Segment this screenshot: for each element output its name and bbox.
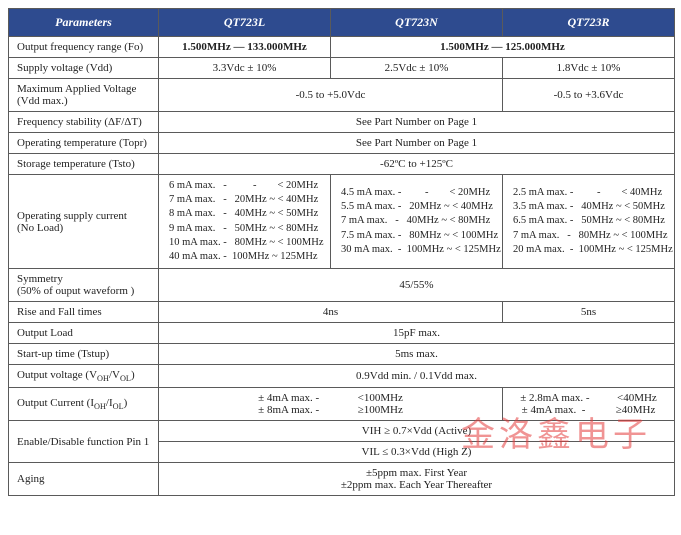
param-op-supply-current: Operating supply current (No Load) xyxy=(9,175,159,269)
val-op-supply-current-n: 4.5 mA max. - - < 20MHz 5.5 mA max. - 20… xyxy=(331,175,503,269)
val-enable-disable-top: VIH ≥ 0.7×Vdd (Active) xyxy=(159,421,675,442)
header-qt723r: QT723R xyxy=(503,9,675,37)
val-freq-stability: See Part Number on Page 1 xyxy=(159,112,675,133)
val-rise-fall-ln: 4ns xyxy=(159,302,503,323)
param-output-current: Output Current (IOH/IOL) xyxy=(9,388,159,421)
val-enable-disable-bot: VIL ≤ 0.3×Vdd (High Z) xyxy=(159,442,675,463)
param-supply-voltage: Supply voltage (Vdd) xyxy=(9,58,159,79)
param-output-load: Output Load xyxy=(9,323,159,344)
row-freq-range: Output frequency range (Fo) 1.500MHz — 1… xyxy=(9,37,675,58)
row-output-current: Output Current (IOH/IOL) ± 4mA max. - <1… xyxy=(9,388,675,421)
param-op-temp: Operating temperature (Topr) xyxy=(9,133,159,154)
val-output-load: 15pF max. xyxy=(159,323,675,344)
val-supply-voltage-n: 2.5Vdc ± 10% xyxy=(331,58,503,79)
row-symmetry: Symmetry (50% of ouput waveform ) 45/55% xyxy=(9,269,675,302)
param-startup: Start-up time (Tstup) xyxy=(9,344,159,365)
val-rise-fall-r: 5ns xyxy=(503,302,675,323)
row-supply-voltage: Supply voltage (Vdd) 3.3Vdc ± 10% 2.5Vdc… xyxy=(9,58,675,79)
row-output-voltage: Output voltage (VOH/VOL) 0.9Vdd min. / 0… xyxy=(9,365,675,388)
val-freq-range-nr: 1.500MHz — 125.000MHz xyxy=(331,37,675,58)
param-max-applied: Maximum Applied Voltage (Vdd max.) xyxy=(9,79,159,112)
val-op-supply-current-r: 2.5 mA max. - - < 40MHz 3.5 mA max. - 40… xyxy=(503,175,675,269)
header-row: Parameters QT723L QT723N QT723R xyxy=(9,9,675,37)
val-op-temp: See Part Number on Page 1 xyxy=(159,133,675,154)
param-symmetry: Symmetry (50% of ouput waveform ) xyxy=(9,269,159,302)
param-aging: Aging xyxy=(9,463,159,496)
val-max-applied-r: -0.5 to +3.6Vdc xyxy=(503,79,675,112)
val-aging: ±5ppm max. First Year ±2ppm max. Each Ye… xyxy=(159,463,675,496)
val-supply-voltage-r: 1.8Vdc ± 10% xyxy=(503,58,675,79)
val-startup: 5ms max. xyxy=(159,344,675,365)
row-output-load: Output Load 15pF max. xyxy=(9,323,675,344)
header-qt723l: QT723L xyxy=(159,9,331,37)
val-max-applied-ln: -0.5 to +5.0Vdc xyxy=(159,79,503,112)
val-op-supply-current-l: 6 mA max. - - < 20MHz 7 mA max. - 20MHz … xyxy=(159,175,331,269)
row-op-temp: Operating temperature (Topr) See Part Nu… xyxy=(9,133,675,154)
row-enable-disable-top: Enable/Disable function Pin 1 VIH ≥ 0.7×… xyxy=(9,421,675,442)
header-parameters: Parameters xyxy=(9,9,159,37)
param-enable-disable: Enable/Disable function Pin 1 xyxy=(9,421,159,463)
val-output-voltage: 0.9Vdd min. / 0.1Vdd max. xyxy=(159,365,675,388)
val-storage-temp: -62ºC to +125ºC xyxy=(159,154,675,175)
val-output-current-ln: ± 4mA max. - <100MHz ± 8mA max. - ≥100MH… xyxy=(159,388,503,421)
val-supply-voltage-l: 3.3Vdc ± 10% xyxy=(159,58,331,79)
param-freq-range: Output frequency range (Fo) xyxy=(9,37,159,58)
row-max-applied: Maximum Applied Voltage (Vdd max.) -0.5 … xyxy=(9,79,675,112)
row-op-supply-current: Operating supply current (No Load) 6 mA … xyxy=(9,175,675,269)
row-rise-fall: Rise and Fall times 4ns 5ns xyxy=(9,302,675,323)
row-freq-stability: Frequency stability (ΔF/ΔT) See Part Num… xyxy=(9,112,675,133)
row-startup: Start-up time (Tstup) 5ms max. xyxy=(9,344,675,365)
val-symmetry: 45/55% xyxy=(159,269,675,302)
val-output-current-r: ± 2.8mA max. - <40MHz ± 4mA max. - ≥40MH… xyxy=(503,388,675,421)
header-qt723n: QT723N xyxy=(331,9,503,37)
param-output-voltage: Output voltage (VOH/VOL) xyxy=(9,365,159,388)
param-rise-fall: Rise and Fall times xyxy=(9,302,159,323)
row-aging: Aging ±5ppm max. First Year ±2ppm max. E… xyxy=(9,463,675,496)
spec-table: Parameters QT723L QT723N QT723R Output f… xyxy=(8,8,675,496)
row-storage-temp: Storage temperature (Tsto) -62ºC to +125… xyxy=(9,154,675,175)
val-freq-range-l: 1.500MHz — 133.000MHz xyxy=(159,37,331,58)
param-storage-temp: Storage temperature (Tsto) xyxy=(9,154,159,175)
param-freq-stability: Frequency stability (ΔF/ΔT) xyxy=(9,112,159,133)
